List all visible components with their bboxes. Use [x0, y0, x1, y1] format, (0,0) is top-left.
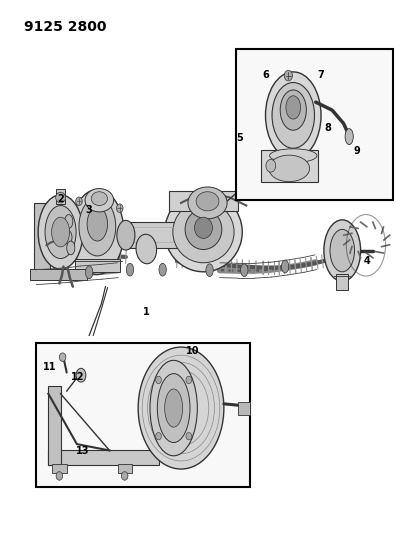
Ellipse shape	[280, 90, 306, 130]
Ellipse shape	[121, 472, 128, 480]
Text: 11: 11	[43, 362, 56, 372]
Text: 6: 6	[263, 70, 269, 79]
Text: 13: 13	[76, 446, 89, 456]
Bar	[270, 151, 317, 160]
Text: 3: 3	[86, 205, 92, 215]
Bar	[124, 222, 177, 248]
Ellipse shape	[79, 198, 115, 256]
Bar	[336, 274, 348, 290]
Bar	[238, 402, 249, 416]
Ellipse shape	[76, 368, 86, 382]
Text: 9: 9	[353, 146, 360, 156]
Text: 1: 1	[143, 306, 150, 317]
Ellipse shape	[286, 96, 300, 119]
Ellipse shape	[65, 215, 73, 228]
Ellipse shape	[266, 72, 321, 159]
Bar	[34, 203, 51, 277]
Ellipse shape	[188, 187, 227, 219]
Bar	[48, 386, 60, 465]
Text: 5: 5	[236, 133, 243, 143]
Ellipse shape	[284, 70, 293, 81]
Ellipse shape	[165, 389, 182, 427]
Bar	[261, 150, 318, 182]
Bar	[53, 464, 67, 473]
Ellipse shape	[157, 374, 190, 442]
Ellipse shape	[159, 263, 166, 276]
Ellipse shape	[85, 189, 114, 212]
Bar	[118, 464, 132, 473]
Ellipse shape	[116, 204, 123, 213]
Ellipse shape	[55, 192, 65, 203]
Ellipse shape	[38, 195, 83, 269]
Ellipse shape	[186, 432, 192, 440]
Ellipse shape	[185, 209, 222, 249]
Bar	[30, 269, 87, 280]
Text: 9125 2800: 9125 2800	[24, 20, 106, 34]
Ellipse shape	[156, 376, 162, 384]
Text: 7: 7	[317, 70, 324, 79]
Ellipse shape	[87, 207, 108, 241]
Ellipse shape	[345, 128, 353, 144]
Bar	[75, 259, 120, 272]
Ellipse shape	[240, 264, 248, 277]
Ellipse shape	[136, 235, 157, 264]
Ellipse shape	[45, 206, 76, 259]
Ellipse shape	[173, 201, 234, 263]
Ellipse shape	[117, 220, 135, 250]
Ellipse shape	[330, 229, 355, 272]
Ellipse shape	[64, 230, 72, 244]
Ellipse shape	[67, 241, 75, 255]
Ellipse shape	[71, 190, 124, 274]
Ellipse shape	[186, 376, 192, 384]
Bar	[36, 343, 250, 487]
Ellipse shape	[156, 432, 162, 440]
Ellipse shape	[165, 192, 242, 272]
Ellipse shape	[91, 192, 108, 206]
Ellipse shape	[56, 472, 62, 480]
Ellipse shape	[150, 360, 197, 456]
Ellipse shape	[126, 263, 134, 276]
Ellipse shape	[59, 353, 66, 361]
Ellipse shape	[85, 266, 93, 279]
Bar	[169, 191, 238, 211]
Ellipse shape	[52, 217, 69, 247]
Ellipse shape	[196, 192, 219, 211]
Ellipse shape	[138, 347, 224, 469]
Ellipse shape	[324, 220, 360, 281]
Text: 10: 10	[186, 346, 199, 357]
Bar	[236, 49, 393, 200]
Ellipse shape	[270, 149, 317, 163]
Ellipse shape	[206, 264, 213, 277]
Bar	[55, 189, 65, 205]
Text: 4: 4	[363, 256, 370, 266]
Ellipse shape	[76, 197, 82, 206]
Text: 2: 2	[57, 193, 64, 204]
Ellipse shape	[272, 83, 314, 148]
Ellipse shape	[194, 217, 212, 238]
Ellipse shape	[266, 159, 276, 172]
Ellipse shape	[269, 155, 309, 182]
Text: 8: 8	[325, 123, 331, 133]
Bar	[48, 450, 159, 465]
Ellipse shape	[282, 260, 289, 273]
Text: 12: 12	[72, 372, 85, 382]
